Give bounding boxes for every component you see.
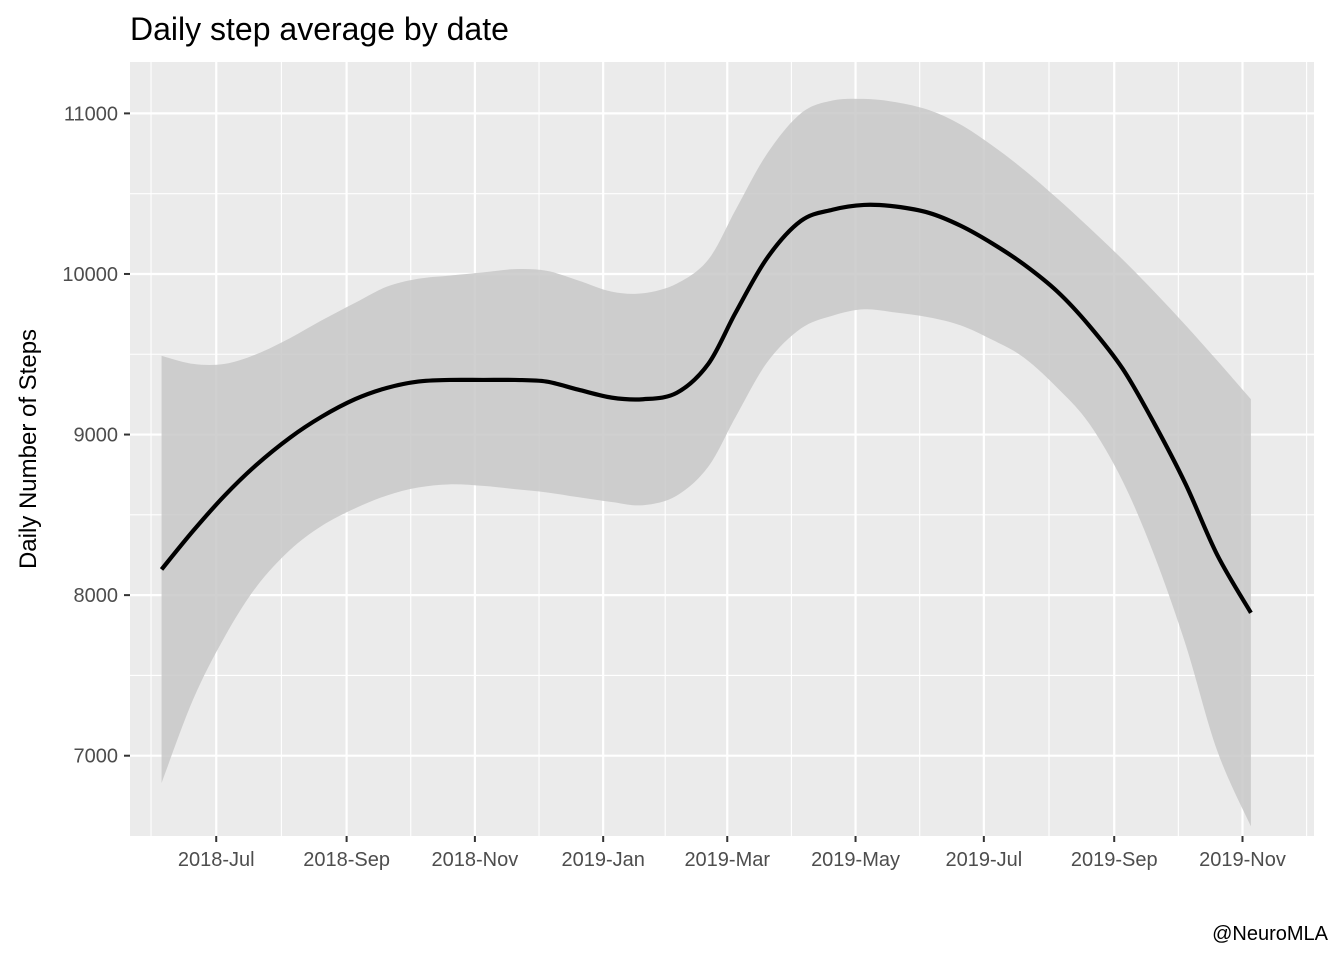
y-axis-title: Daily Number of Steps	[15, 329, 42, 569]
caption: @NeuroMLA	[1212, 923, 1329, 945]
y-tick-label: 7000	[74, 746, 119, 768]
y-tick-label: 9000	[74, 425, 119, 447]
trend-line	[159, 202, 1253, 614]
trend-line-layer	[159, 202, 1253, 614]
y-tick-label: 8000	[74, 585, 119, 607]
x-tick-label: 2018-Sep	[303, 849, 390, 871]
x-tick-label: 2019-Nov	[1199, 849, 1286, 871]
x-tick-label: 2018-Jul	[178, 849, 255, 871]
x-axis: 2018-Jul 2018-Sep 2018-Nov 2019-Jan 2019-Mar…	[178, 836, 1286, 871]
x-tick-label: 2019-Jan	[561, 849, 644, 871]
x-tick-label: 2019-Mar	[684, 849, 770, 871]
confidence-band-layer	[161, 98, 1251, 827]
confidence-band	[161, 98, 1251, 827]
y-tick-label: 11000	[64, 103, 118, 125]
y-tick-label: 10000	[62, 264, 118, 286]
y-axis: 7000 8000 9000 10000 11000	[62, 103, 130, 768]
x-tick-label: 2019-Sep	[1071, 849, 1158, 871]
x-tick-label: 2018-Nov	[432, 849, 519, 871]
x-tick-label: 2019-Jul	[945, 849, 1022, 871]
chart-title: Daily step average by date	[130, 11, 509, 47]
x-tick-label: 2019-May	[811, 849, 900, 871]
